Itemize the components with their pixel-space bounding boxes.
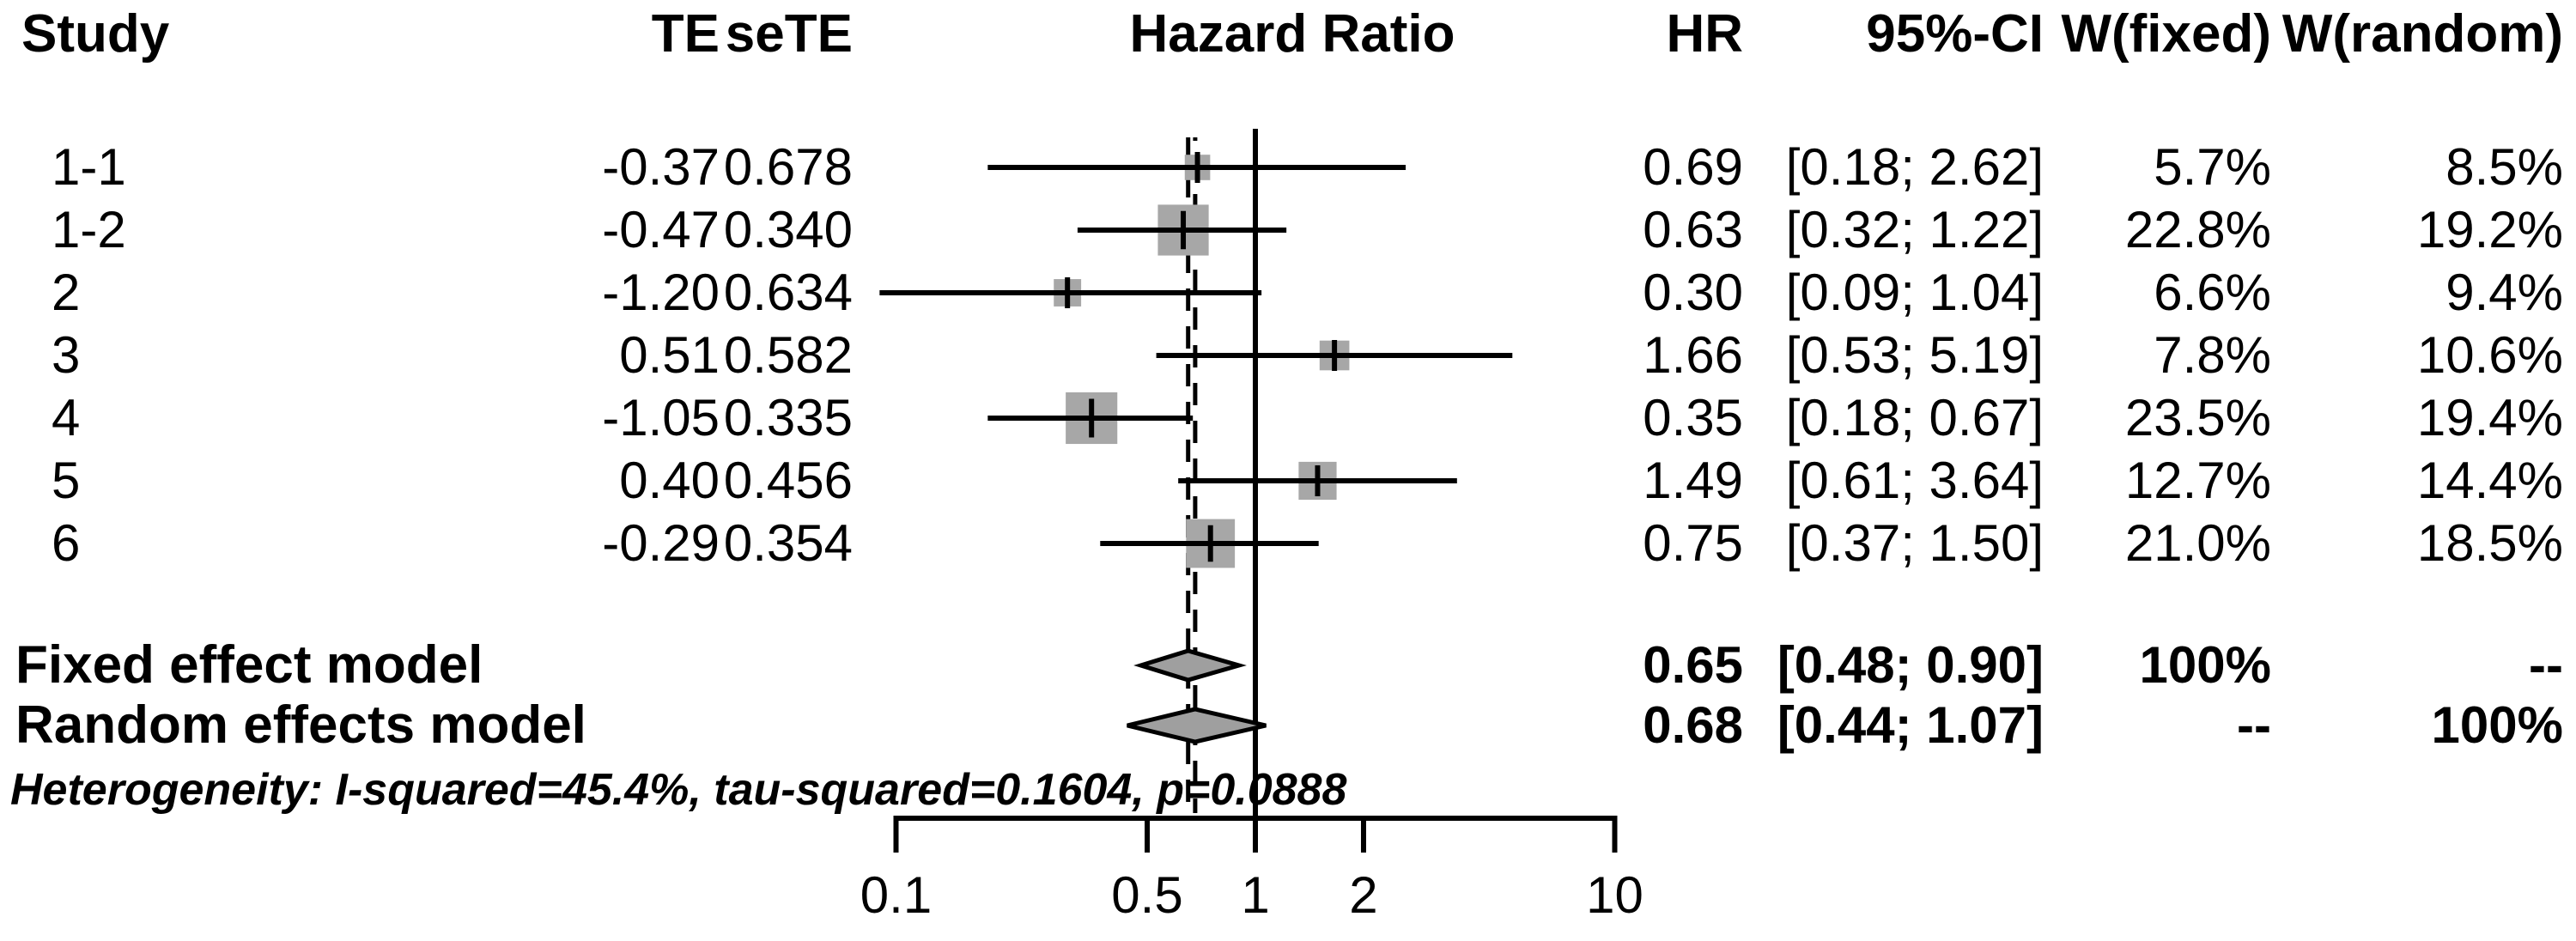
hr-value: 0.30 bbox=[1643, 264, 1743, 321]
column-header-w-fixed: W(fixed) bbox=[2061, 4, 2271, 64]
sete-value: 0.456 bbox=[723, 452, 853, 509]
w-fixed-value: 23.5% bbox=[2124, 389, 2271, 446]
te-value: -1.05 bbox=[602, 389, 720, 446]
te-value: -1.20 bbox=[602, 264, 720, 321]
w-random-value: 19.2% bbox=[2416, 201, 2563, 258]
plot-title: Hazard Ratio bbox=[1129, 4, 1455, 64]
te-value: 0.40 bbox=[619, 452, 720, 509]
axis-tick-label: 2 bbox=[1349, 866, 1378, 924]
heterogeneity-note: Heterogeneity: I-squared=45.4%, tau-squa… bbox=[10, 765, 1347, 815]
hr-value: 0.69 bbox=[1643, 138, 1743, 196]
hr-value: 1.49 bbox=[1643, 452, 1743, 509]
w-random-value: 19.4% bbox=[2416, 389, 2563, 446]
ci-value: [0.61; 3.64] bbox=[1785, 452, 2044, 509]
sete-value: 0.678 bbox=[723, 138, 853, 196]
column-header-hr: HR bbox=[1666, 4, 1743, 64]
column-header-sete: seTE bbox=[725, 4, 853, 64]
axis-tick-label: 1 bbox=[1241, 866, 1270, 924]
column-header-ci: 95%-CI bbox=[1866, 4, 2044, 64]
study-label: 1-2 bbox=[52, 201, 126, 258]
te-value: -0.47 bbox=[602, 201, 720, 258]
hr-value: 0.35 bbox=[1643, 389, 1743, 446]
w-random-value: 18.5% bbox=[2416, 514, 2563, 572]
w-fixed-value: 21.0% bbox=[2124, 514, 2271, 572]
random-effects-diamond bbox=[1127, 707, 1267, 744]
w-random-value: 10.6% bbox=[2416, 326, 2563, 384]
ci-value: [0.32; 1.22] bbox=[1785, 201, 2044, 258]
ci-value: [0.18; 0.67] bbox=[1785, 389, 2044, 446]
ci-value: [0.53; 5.19] bbox=[1785, 326, 2044, 384]
fixed-effect-diamond bbox=[1133, 648, 1247, 683]
random-effects-hr: 0.68 bbox=[1643, 696, 1743, 754]
column-header-te: TE bbox=[651, 4, 720, 64]
random-effects-label: Random effects model bbox=[15, 695, 586, 755]
hr-value: 0.63 bbox=[1643, 201, 1743, 258]
w-random-value: 14.4% bbox=[2416, 452, 2563, 509]
hr-value: 1.66 bbox=[1643, 326, 1743, 384]
w-random-value: 9.4% bbox=[2445, 264, 2563, 321]
study-label: 4 bbox=[52, 389, 81, 446]
ci-value: [0.18; 2.62] bbox=[1785, 138, 2044, 196]
w-fixed-value: 12.7% bbox=[2124, 452, 2271, 509]
random-effects-w-random: 100% bbox=[2431, 696, 2563, 754]
random-effects-ci: [0.44; 1.07] bbox=[1777, 696, 2044, 754]
random-effects-w-fixed: -- bbox=[2237, 696, 2271, 754]
fixed-effect-w-fixed: 100% bbox=[2139, 636, 2271, 694]
w-fixed-value: 7.8% bbox=[2154, 326, 2271, 384]
sete-value: 0.582 bbox=[723, 326, 853, 384]
ci-value: [0.09; 1.04] bbox=[1785, 264, 2044, 321]
te-value: -0.29 bbox=[602, 514, 720, 572]
study-label: 2 bbox=[52, 264, 81, 321]
ci-value: [0.37; 1.50] bbox=[1785, 514, 2044, 572]
axis-tick-label: 10 bbox=[1586, 866, 1643, 924]
w-fixed-value: 22.8% bbox=[2124, 201, 2271, 258]
fixed-effect-hr: 0.65 bbox=[1643, 636, 1743, 694]
fixed-effect-label: Fixed effect model bbox=[15, 635, 483, 695]
axis-tick-label: 0.5 bbox=[1111, 866, 1183, 924]
fixed-effect-w-random: -- bbox=[2529, 636, 2563, 694]
study-label: 5 bbox=[52, 452, 81, 509]
w-fixed-value: 5.7% bbox=[2154, 138, 2271, 196]
sete-value: 0.354 bbox=[723, 514, 853, 572]
column-header-study: Study bbox=[21, 4, 170, 64]
w-fixed-value: 6.6% bbox=[2154, 264, 2271, 321]
study-label: 6 bbox=[52, 514, 81, 572]
w-random-value: 8.5% bbox=[2445, 138, 2563, 196]
column-header-w-random: W(random) bbox=[2281, 4, 2563, 64]
study-label: 3 bbox=[52, 326, 81, 384]
hr-value: 0.75 bbox=[1643, 514, 1743, 572]
te-value: -0.37 bbox=[602, 138, 720, 196]
study-label: 1-1 bbox=[52, 138, 126, 196]
sete-value: 0.340 bbox=[723, 201, 853, 258]
sete-value: 0.335 bbox=[723, 389, 853, 446]
axis-tick-label: 0.1 bbox=[860, 866, 933, 924]
te-value: 0.51 bbox=[619, 326, 720, 384]
sete-value: 0.634 bbox=[723, 264, 853, 321]
fixed-effect-ci: [0.48; 0.90] bbox=[1777, 636, 2044, 694]
